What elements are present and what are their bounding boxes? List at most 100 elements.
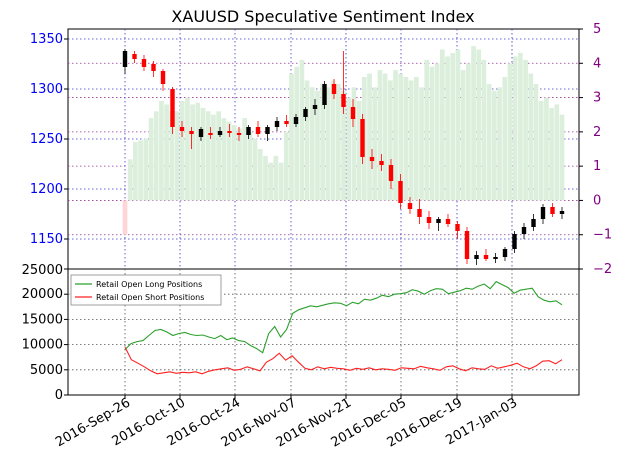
candle-down bbox=[208, 133, 213, 135]
position-lines bbox=[124, 280, 563, 375]
candle-down bbox=[445, 219, 451, 224]
ssi-bar bbox=[533, 83, 539, 201]
candle-down bbox=[426, 217, 432, 223]
ssi-tick-label: 1 bbox=[593, 159, 601, 174]
candle-down bbox=[341, 94, 346, 107]
candle-down bbox=[360, 119, 365, 157]
ssi-bar bbox=[387, 80, 393, 201]
ssi-bar bbox=[481, 59, 487, 201]
positions-tick-label: 25000 bbox=[22, 263, 63, 278]
ssi-bar bbox=[200, 107, 206, 201]
top-panel: 1150 1200 1250 1300 1350 −2 −1 0 1 2 3 4 5 bbox=[30, 22, 612, 277]
ssi-bar bbox=[153, 111, 159, 201]
legend: Retail Open Long Positions Retail Open S… bbox=[70, 274, 222, 306]
ssi-bar bbox=[164, 104, 169, 201]
ssi-bar bbox=[273, 155, 279, 201]
price-tick-label: 1150 bbox=[30, 232, 63, 247]
ssi-bar bbox=[169, 111, 175, 201]
ssi-bar bbox=[159, 101, 164, 201]
ssi-bar bbox=[330, 80, 336, 201]
candle-down bbox=[550, 207, 555, 214]
ssi-bar bbox=[195, 102, 201, 201]
ssi-bar bbox=[455, 49, 461, 201]
ssi-bar bbox=[372, 87, 378, 201]
ssi-tick-label: 5 bbox=[593, 22, 601, 37]
left-price-axis: 1150 1200 1250 1300 1350 bbox=[30, 32, 68, 247]
ssi-bar bbox=[294, 66, 300, 201]
ssi-bar bbox=[216, 111, 221, 201]
positions-tick-label: 0 bbox=[55, 388, 63, 403]
ssi-bar bbox=[179, 101, 185, 201]
ssi-bar bbox=[445, 56, 450, 201]
candle-up bbox=[293, 117, 299, 124]
ssi-bar bbox=[450, 53, 456, 201]
candle-down bbox=[170, 89, 175, 127]
candle-down bbox=[284, 121, 289, 124]
ssi-bar bbox=[299, 59, 305, 201]
long-positions-line bbox=[124, 280, 563, 354]
ssi-bar bbox=[434, 63, 440, 201]
ssi-bar bbox=[247, 131, 253, 201]
ssi-tick-label: 3 bbox=[593, 91, 601, 106]
candle-up bbox=[502, 249, 508, 257]
ssi-bar bbox=[429, 66, 435, 201]
candle-down bbox=[331, 84, 337, 94]
bottom-panel: 0 5000 10000 15000 20000 25000 Retail Open Lo… bbox=[22, 263, 580, 403]
candle-up bbox=[122, 51, 128, 67]
candle-down bbox=[179, 127, 185, 131]
ssi-bar bbox=[231, 125, 237, 201]
candle-down bbox=[398, 181, 403, 203]
ssi-bar bbox=[283, 131, 289, 201]
ssi-bar bbox=[127, 159, 133, 201]
candle-up bbox=[531, 219, 536, 227]
ssi-bar bbox=[185, 97, 190, 201]
ssi-bar bbox=[315, 90, 320, 201]
ssi-bar bbox=[174, 111, 180, 201]
ssi-bar bbox=[190, 104, 195, 201]
ssi-bar bbox=[226, 121, 232, 201]
ssi-bar bbox=[486, 83, 492, 201]
ssi-bar bbox=[148, 118, 154, 201]
candle-up bbox=[312, 105, 318, 109]
candle-up bbox=[493, 257, 498, 259]
ssi-bar bbox=[221, 118, 227, 201]
candle-down bbox=[417, 209, 422, 217]
ssi-bar bbox=[377, 70, 383, 201]
ssi-bar bbox=[133, 142, 138, 201]
candle-up bbox=[303, 109, 308, 117]
ssi-bar bbox=[367, 73, 372, 201]
candle-down bbox=[141, 59, 147, 67]
ssi-bar bbox=[325, 87, 331, 201]
ssi-bar bbox=[528, 73, 534, 201]
ssi-bar bbox=[237, 128, 242, 201]
candle-down bbox=[255, 127, 261, 134]
candle-up bbox=[274, 121, 280, 127]
legend-long-label: Retail Open Long Positions bbox=[96, 280, 202, 289]
price-tick-label: 1250 bbox=[30, 132, 63, 147]
candle-up bbox=[217, 131, 223, 135]
candle-down bbox=[369, 157, 375, 161]
ssi-tick-label: −2 bbox=[593, 262, 612, 277]
ssi-bar bbox=[518, 53, 523, 201]
candle-up bbox=[198, 129, 204, 137]
ssi-bar bbox=[502, 77, 508, 201]
candle-up bbox=[540, 207, 546, 219]
ssi-bar bbox=[554, 104, 560, 201]
ssi-bar bbox=[252, 138, 258, 201]
legend-box bbox=[70, 274, 222, 306]
ssi-bar bbox=[257, 149, 263, 201]
price-tick-label: 1350 bbox=[30, 32, 63, 47]
chart-title: XAUUSD Speculative Sentiment Index bbox=[171, 7, 474, 26]
candle-up bbox=[512, 234, 517, 249]
candle-down bbox=[407, 203, 413, 209]
candle-down bbox=[379, 161, 384, 165]
candle-down bbox=[236, 133, 242, 135]
ssi-bar bbox=[211, 114, 216, 201]
candle-down bbox=[388, 165, 394, 181]
candle-down bbox=[350, 107, 356, 119]
ssi-bar bbox=[492, 90, 497, 201]
price-tick-label: 1300 bbox=[30, 82, 63, 97]
ssi-bar bbox=[476, 49, 482, 201]
ssi-bar bbox=[351, 87, 357, 201]
